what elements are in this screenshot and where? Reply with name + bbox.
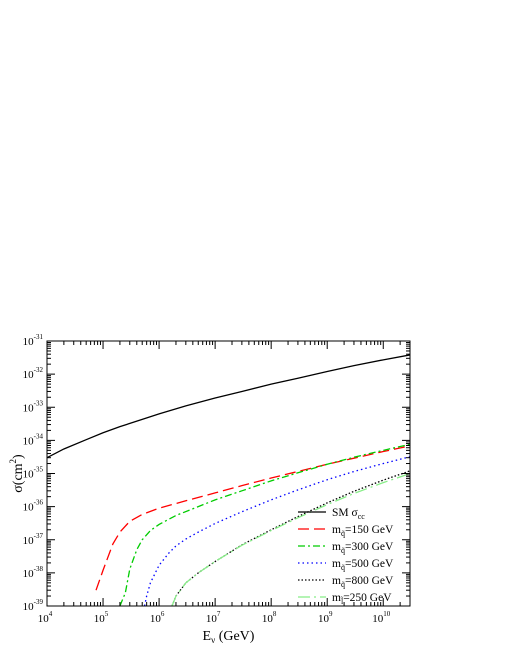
- legend-label-2: mq̃=300 GeV: [332, 541, 394, 555]
- y-tick-label: 10-39: [23, 598, 44, 613]
- y-tick-label: 10-33: [23, 399, 44, 414]
- legend-label-1: mq̃=150 GeV: [332, 524, 394, 538]
- x-axis-label: Eν (GeV): [203, 629, 255, 645]
- x-tick-label: 108: [262, 610, 277, 625]
- x-tick-label: 105: [94, 610, 109, 625]
- legend-label-4: mq̃=800 GeV: [332, 575, 394, 589]
- series-line-4: [171, 470, 410, 606]
- series-line-5: [171, 472, 410, 606]
- ticks-layer: [46, 340, 411, 607]
- x-tick-label: 104: [38, 610, 53, 625]
- x-tick-label: 109: [318, 610, 333, 625]
- series-line-2: [119, 443, 410, 606]
- series-layer: [47, 354, 410, 606]
- tick-labels-layer: 104 105 106 107 108 109 1010 10-39 10-38 10-37 10-…: [23, 333, 391, 625]
- legend: SM σcc mq̃=150 GeV mq̃=300 GeV mq̃=500 GeV m…: [298, 507, 394, 606]
- legend-label-5: ml̃=250 GeV: [332, 592, 392, 606]
- x-tick-label: 107: [206, 610, 221, 625]
- series-line-0: [47, 354, 410, 459]
- x-tick-label: 106: [150, 610, 165, 625]
- y-tick-label: 10-34: [23, 432, 44, 447]
- y-tick-label: 10-35: [23, 466, 44, 481]
- y-tick-label: 10-37: [23, 532, 44, 547]
- y-tick-label: 10-32: [23, 366, 44, 381]
- legend-label-3: mq̃=500 GeV: [332, 558, 394, 572]
- y-tick-label: 10-38: [23, 565, 44, 580]
- y-tick-label: 10-36: [23, 499, 44, 514]
- series-line-3: [143, 456, 410, 606]
- legend-label-0: SM σcc: [332, 507, 365, 521]
- y-axis-label: σ(cm2): [8, 454, 26, 493]
- y-tick-label: 10-31: [23, 333, 44, 348]
- x-tick-label: 1010: [372, 610, 391, 625]
